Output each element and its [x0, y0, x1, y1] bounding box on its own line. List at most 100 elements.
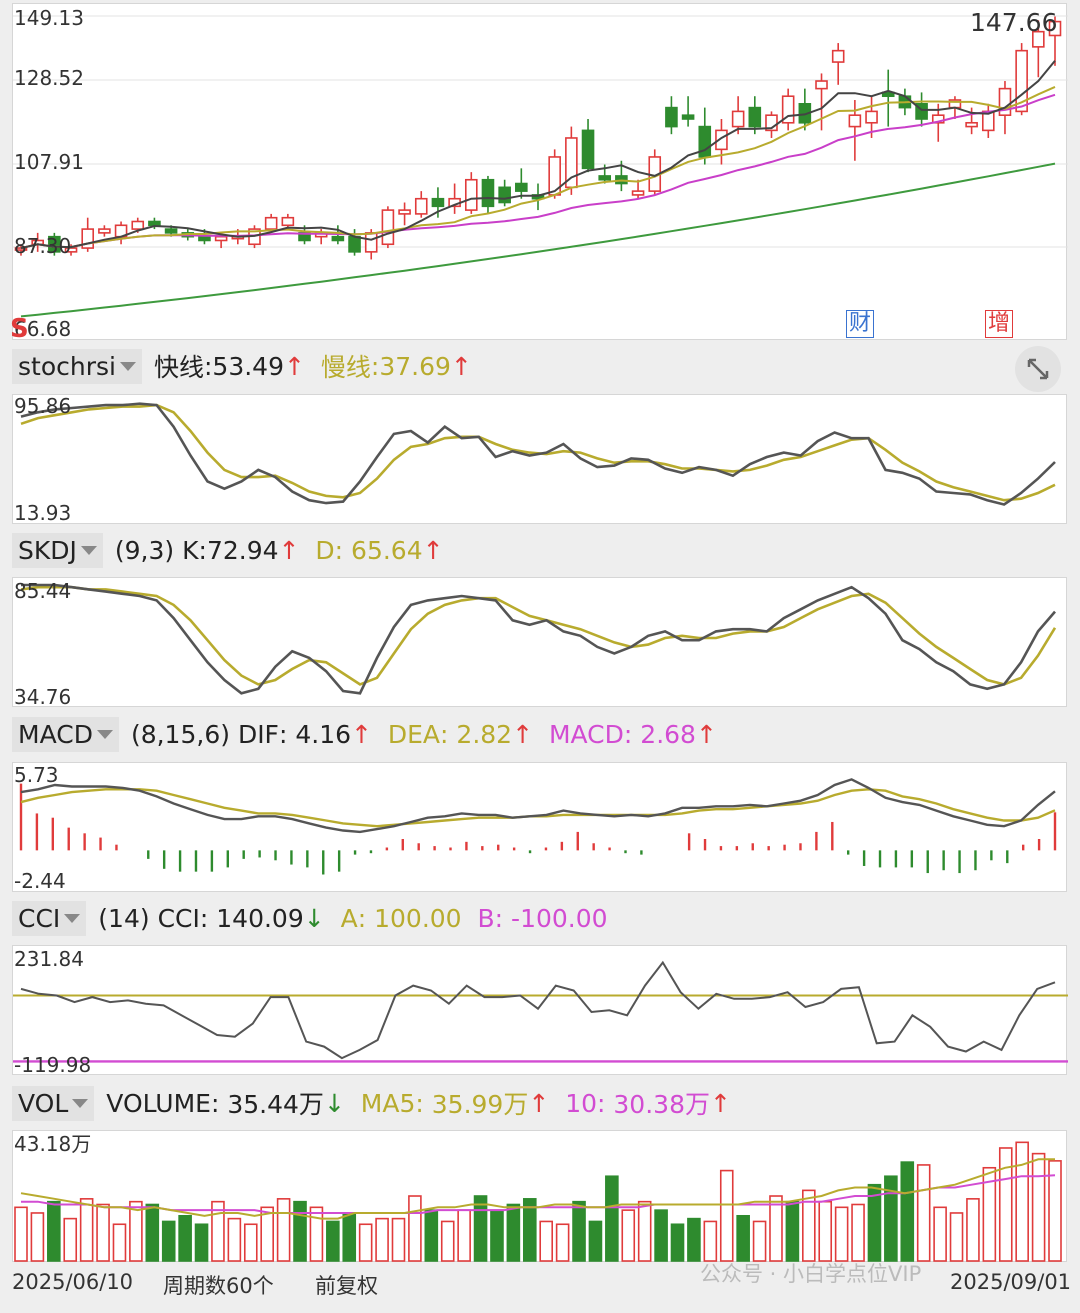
price-chart	[13, 15, 1068, 318]
macd-dropdown[interactable]: MACD	[12, 716, 119, 752]
candle	[731, 110, 745, 128]
candle	[48, 235, 61, 253]
logo-s: S	[10, 314, 29, 344]
tag-finance[interactable]: 财	[846, 310, 875, 338]
candle	[748, 106, 762, 128]
dea-line	[20, 788, 1056, 828]
volume-bar	[884, 1175, 898, 1262]
skdj-dropdown[interactable]: SKDJ	[12, 532, 103, 568]
arrow-up-icon: ↑	[351, 719, 372, 749]
candle	[881, 91, 895, 98]
volume-bar	[47, 1200, 61, 1262]
chevron-down-icon	[72, 1098, 89, 1108]
colon: :	[370, 351, 380, 381]
volume-chart	[14, 1141, 1062, 1262]
ma5-value: 35.99万	[431, 1090, 529, 1119]
cci-value: 140.09	[216, 903, 304, 933]
candle	[815, 80, 828, 90]
candle	[598, 175, 612, 181]
dif-value: 4.16	[295, 719, 352, 749]
watermark: 公众号 · 小白学点位VIP	[700, 1262, 922, 1286]
colon: :	[357, 903, 367, 933]
volume-bar	[654, 1209, 668, 1262]
vol-dropdown[interactable]: VOL	[12, 1085, 95, 1121]
ma10-value: 30.38万	[613, 1090, 710, 1119]
adjust-mode[interactable]: 前复权	[315, 1274, 378, 1298]
vol-panel[interactable]	[12, 1130, 1067, 1262]
dif-label: DIF	[237, 719, 279, 749]
volume-bar	[145, 1203, 160, 1262]
price-y-label-1: 149.13	[14, 6, 84, 30]
volume-bar	[867, 1183, 882, 1262]
colon: :	[494, 903, 504, 933]
candle	[998, 87, 1012, 116]
indicator-name: VOL	[18, 1088, 69, 1118]
volume-bar	[30, 1212, 45, 1262]
volume-bar	[457, 1209, 471, 1262]
candle	[198, 235, 211, 242]
price-y-label-4: 87.30	[14, 234, 72, 258]
arrow-up-icon: ↑	[422, 535, 444, 565]
candle	[1015, 49, 1028, 113]
arrow-down-icon: ↓	[323, 1088, 345, 1118]
price-y-label-3: 107.91	[14, 150, 84, 174]
expand-button[interactable]	[1015, 346, 1061, 392]
volume-bar	[129, 1200, 143, 1262]
stochrsi-dropdown[interactable]: stochrsi	[12, 348, 142, 384]
volume-bar	[293, 1200, 307, 1262]
volume-bar	[408, 1195, 422, 1262]
vol-header: VOL VOLUME: 35.44万 ↓ MA5: 35.99万 ↑ 10: 30.…	[12, 1083, 731, 1123]
k-value: 72.94	[206, 535, 279, 565]
indicator-name: stochrsi	[18, 351, 116, 381]
volume-bar	[834, 1206, 849, 1262]
candle	[781, 95, 795, 124]
price-panel[interactable]	[12, 3, 1068, 340]
volume-bar	[276, 1198, 291, 1262]
candle	[164, 228, 178, 234]
volume-bar	[802, 1189, 816, 1262]
price-y-label-5: 66.68	[14, 317, 72, 341]
volume-bar	[96, 1203, 110, 1262]
candle	[631, 190, 645, 196]
volume-bar	[440, 1220, 455, 1262]
volume-bar	[358, 1223, 373, 1262]
volume-bar	[1031, 1152, 1046, 1262]
last-price-label: 147.66	[970, 8, 1058, 37]
volume-bar	[309, 1206, 324, 1262]
skdj-params: (9,3)	[114, 535, 175, 565]
stochrsi-y-max: 95.86	[14, 394, 72, 418]
skdj-chart	[20, 583, 1057, 695]
candle	[481, 178, 495, 208]
volume-bar	[933, 1206, 947, 1262]
volume-bar	[375, 1217, 389, 1262]
ma5-label: MA5	[360, 1088, 416, 1118]
d-value: 65.64	[351, 535, 423, 565]
volume-bar	[637, 1200, 652, 1262]
stochrsi-panel[interactable]	[12, 394, 1067, 524]
candle	[148, 220, 161, 227]
period-count: 周期数60个	[163, 1274, 274, 1298]
volume-bar	[687, 1217, 701, 1262]
cci-dropdown[interactable]: CCI	[12, 900, 87, 936]
colon: :	[440, 719, 449, 749]
tag-increase[interactable]: 增	[985, 310, 1014, 338]
skdj-panel[interactable]	[12, 577, 1067, 707]
candle	[348, 235, 361, 253]
candle	[1048, 20, 1062, 37]
volume-bar	[178, 1214, 192, 1262]
arrow-up-icon: ↑	[528, 1088, 550, 1118]
colon: :	[415, 1088, 424, 1118]
macd-panel[interactable]	[12, 762, 1067, 892]
volume-bar	[260, 1206, 274, 1262]
volume-bar	[621, 1209, 636, 1262]
stochrsi-header: stochrsi 快线:53.49 ↑ 慢线:37.69 ↑	[12, 346, 472, 386]
volume-bar	[522, 1198, 537, 1262]
cci-panel[interactable]	[12, 945, 1068, 1075]
cci-params: (14)	[98, 903, 150, 933]
stochrsi-chart	[20, 402, 1056, 506]
colon: :	[203, 351, 213, 381]
ma-fast-line	[20, 60, 1056, 250]
colon: :	[210, 1088, 220, 1118]
skdj-y-min: 34.76	[14, 685, 72, 709]
arrow-up-icon: ↑	[695, 719, 717, 749]
